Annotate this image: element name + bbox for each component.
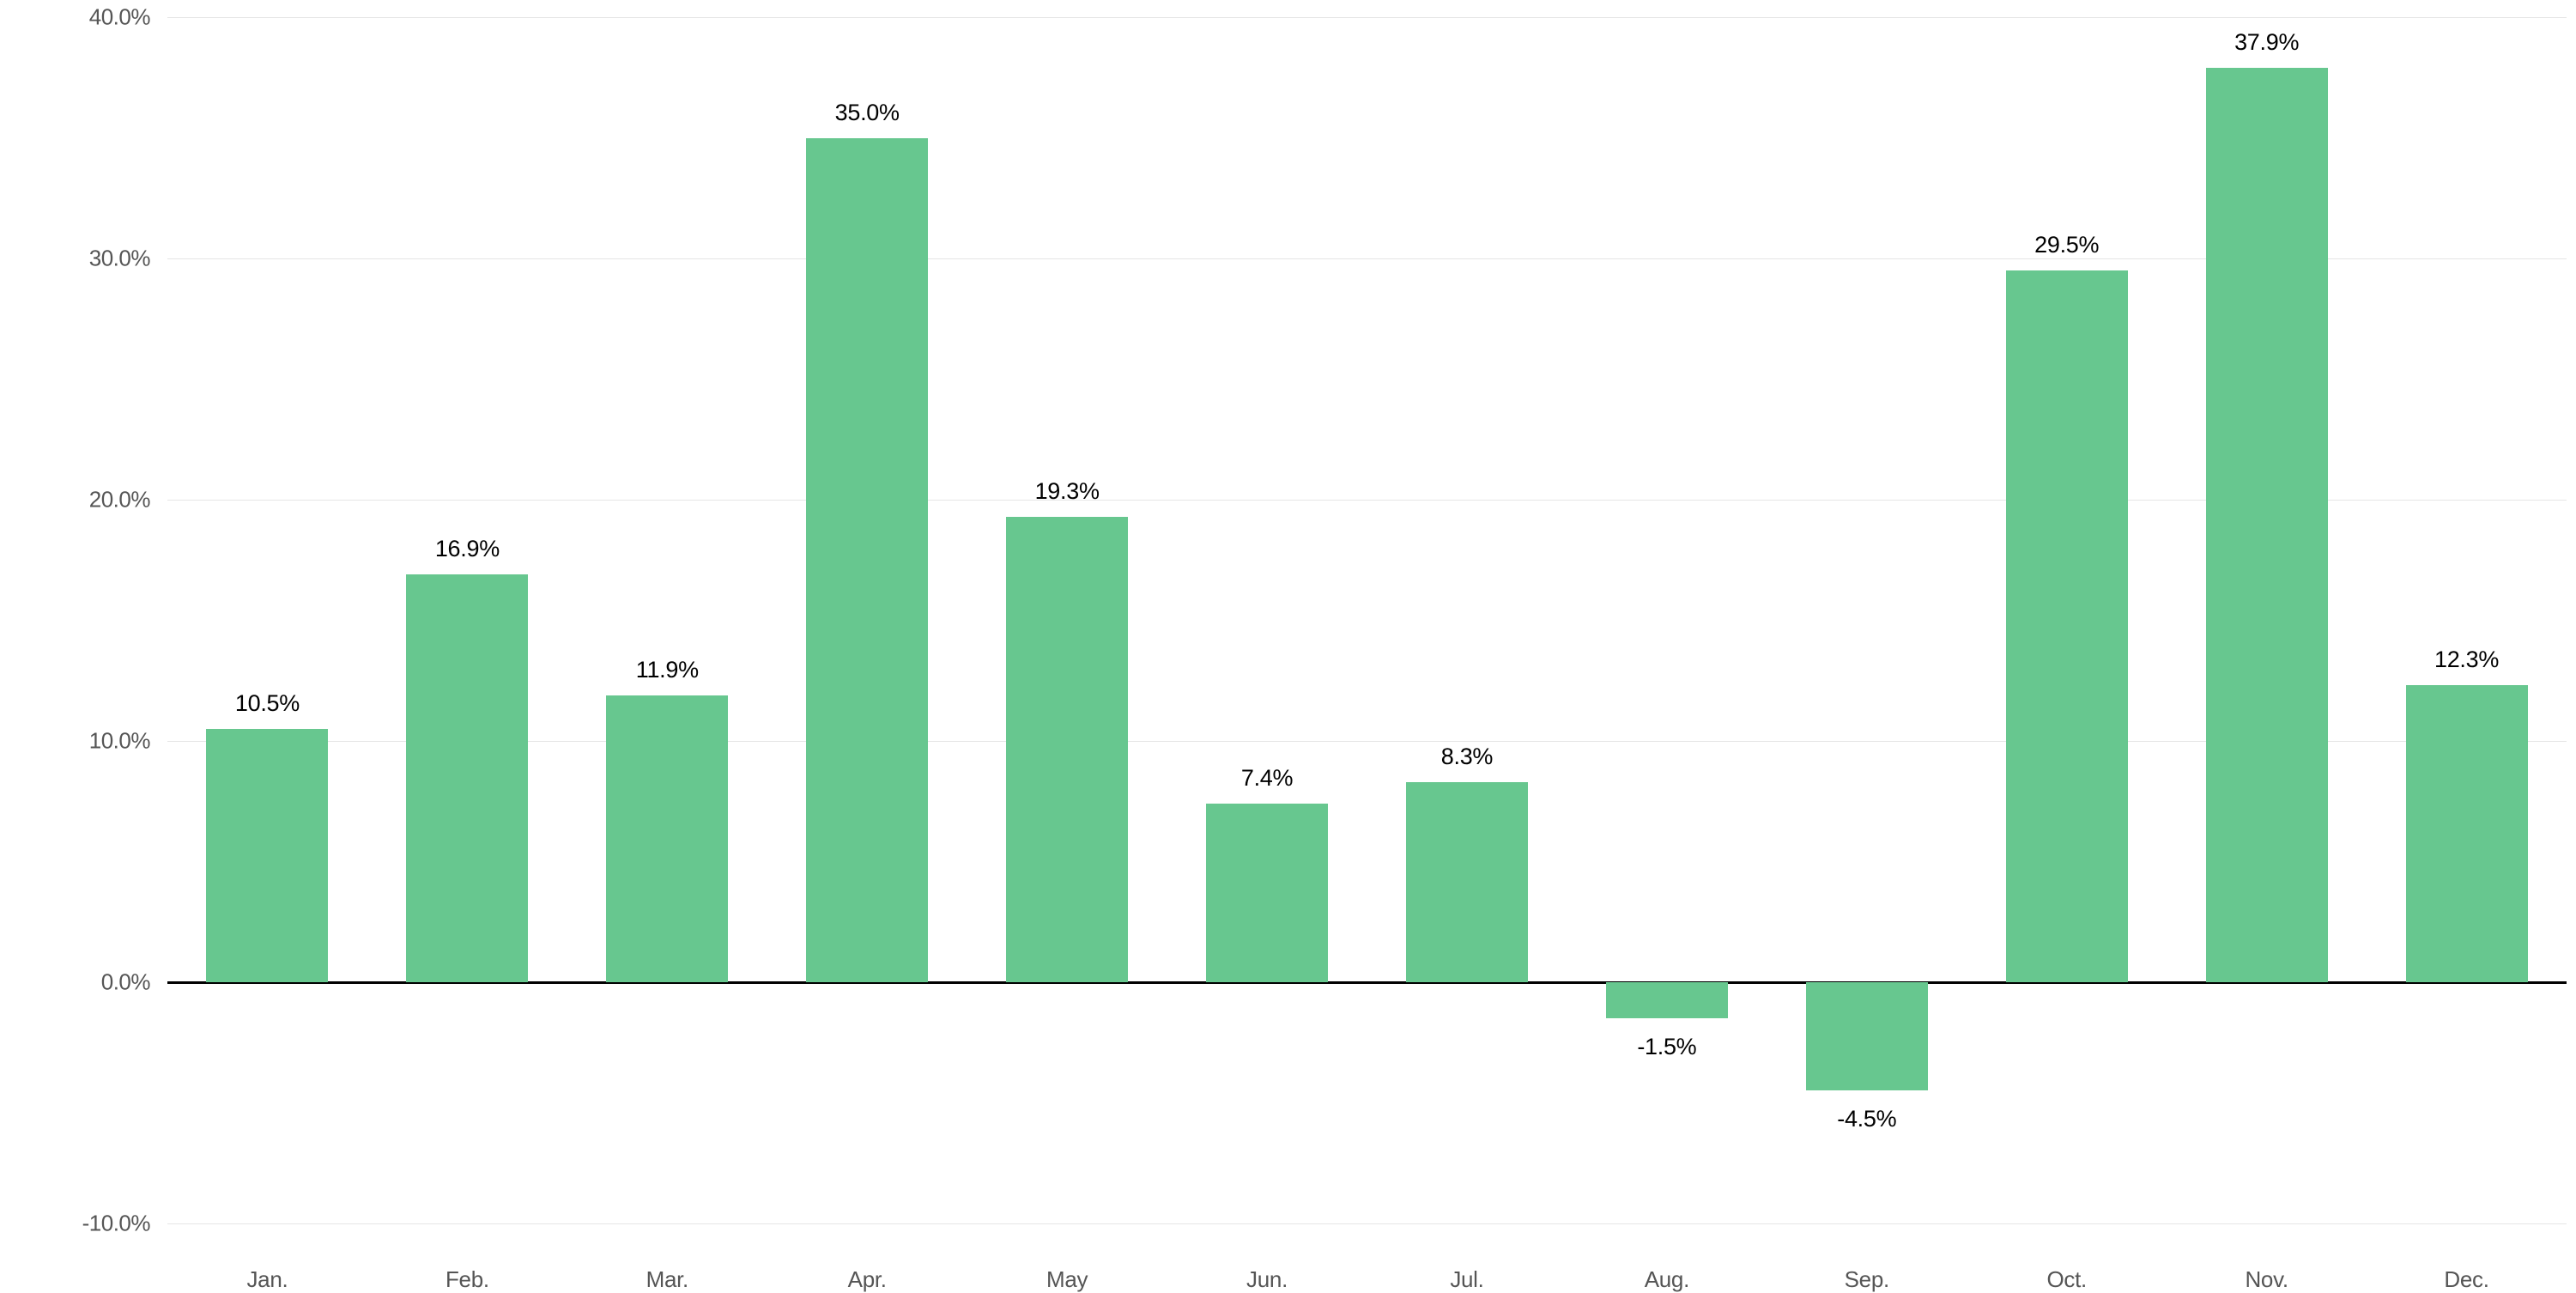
x-axis-tick-label: Dec. xyxy=(2444,1266,2488,1293)
bar-value-label: 35.0% xyxy=(835,100,900,126)
x-axis-tick-label: Mar. xyxy=(646,1266,688,1293)
y-axis-tick-label: -10.0% xyxy=(82,1211,150,1237)
chart-container: -10.0%0.0%10.0%20.0%30.0%40.0%10.5%Jan.1… xyxy=(0,0,2576,1288)
x-axis-tick-label: Feb. xyxy=(445,1266,489,1293)
bar xyxy=(2006,270,2128,982)
x-axis-tick-label: Oct. xyxy=(2046,1266,2086,1293)
bar xyxy=(806,138,928,983)
plot-area xyxy=(167,17,2567,1223)
bar xyxy=(1206,804,1328,982)
bar-value-label: 11.9% xyxy=(636,657,699,683)
x-axis-tick-label: Apr. xyxy=(848,1266,887,1293)
x-axis-tick-label: Nov. xyxy=(2245,1266,2288,1293)
bar-value-label: 29.5% xyxy=(2034,232,2099,258)
bar-value-label: 19.3% xyxy=(1035,478,1100,505)
bar-value-label: -4.5% xyxy=(1837,1106,1896,1132)
x-axis-tick-label: May xyxy=(1046,1266,1088,1293)
y-axis-tick-label: 30.0% xyxy=(89,246,150,272)
bar xyxy=(1406,782,1528,982)
y-axis-tick-label: 10.0% xyxy=(89,728,150,755)
y-axis-tick-label: 20.0% xyxy=(89,487,150,513)
bar xyxy=(2206,68,2328,982)
bar xyxy=(2406,685,2528,982)
bar-value-label: 16.9% xyxy=(435,536,500,562)
y-axis-tick-label: 40.0% xyxy=(89,4,150,31)
bar-value-label: 12.3% xyxy=(2434,646,2499,673)
x-axis-tick-label: Jul. xyxy=(1450,1266,1483,1293)
bar xyxy=(1806,982,1928,1090)
bar-value-label: -1.5% xyxy=(1637,1034,1696,1060)
bar-value-label: 10.5% xyxy=(235,690,300,717)
x-axis-tick-label: Sep. xyxy=(1845,1266,1889,1293)
x-axis-tick-label: Aug. xyxy=(1645,1266,1689,1293)
bar-value-label: 37.9% xyxy=(2234,29,2299,56)
bar xyxy=(406,574,528,982)
gridline xyxy=(167,1223,2567,1224)
y-axis-tick-label: 0.0% xyxy=(101,969,150,996)
bar xyxy=(606,695,728,982)
gridline xyxy=(167,17,2567,18)
bar xyxy=(206,729,328,982)
bar xyxy=(1606,982,1728,1018)
bar xyxy=(1006,517,1128,982)
bar-value-label: 7.4% xyxy=(1241,765,1293,792)
bar-value-label: 8.3% xyxy=(1441,744,1493,770)
x-axis-tick-label: Jun. xyxy=(1246,1266,1288,1293)
x-axis-tick-label: Jan. xyxy=(246,1266,288,1293)
